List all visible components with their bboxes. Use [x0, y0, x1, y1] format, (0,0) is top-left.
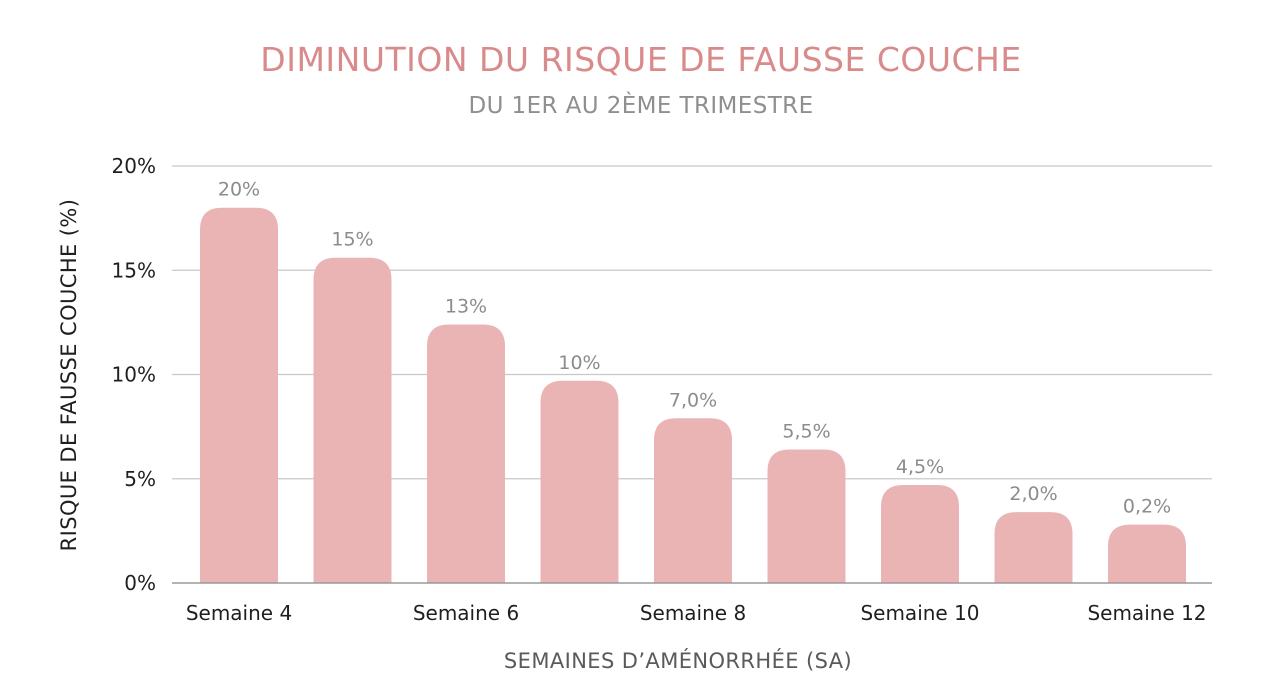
bar [654, 418, 732, 583]
bar [881, 485, 959, 583]
y-tick-label: 15% [112, 258, 156, 282]
bar-data-label: 13% [445, 295, 487, 317]
bar-data-label: 5,5% [782, 421, 830, 443]
bar [767, 449, 846, 583]
x-tick-label: Semaine 6 [413, 601, 519, 625]
y-axis-title: RISQUE DE FAUSSE COUCHE (%) [57, 199, 81, 552]
x-tick-label: Semaine 10 [860, 601, 979, 625]
bar-data-label: 10% [558, 352, 600, 374]
bars [200, 207, 1186, 583]
bar-data-label: 7,0% [669, 389, 717, 411]
x-tick-label: Semaine 12 [1087, 601, 1206, 625]
bar [540, 380, 619, 583]
chart-subtitle: DU 1ER AU 2ÈME TRIMESTRE [469, 91, 814, 119]
bar [313, 257, 392, 583]
chart-title: DIMINUTION DU RISQUE DE FAUSSE COUCHE [260, 40, 1021, 79]
bar [1108, 524, 1186, 583]
y-tick-label: 20% [112, 154, 156, 178]
data-labels: 20% 15% 13% 10% 7,0% 5,5% 4,5% 2,0% 0,2% [218, 179, 1171, 518]
y-tick-label: 0% [124, 571, 156, 595]
y-tick-label: 5% [124, 467, 156, 491]
bar [427, 324, 505, 583]
bar-data-label: 15% [331, 229, 373, 251]
bar [994, 512, 1073, 583]
x-axis-title: SEMAINES D’AMÉNORRHÉE (SA) [504, 648, 852, 673]
x-axis-ticks: Semaine 4 Semaine 6 Semaine 8 Semaine 10 Sem… [186, 601, 1207, 625]
x-tick-label: Semaine 4 [186, 601, 292, 625]
y-tick-label: 10% [112, 363, 156, 387]
y-axis-ticks: 0% 5% 10% 15% 20% [112, 154, 156, 595]
x-tick-label: Semaine 8 [640, 601, 746, 625]
bar-data-label: 20% [218, 179, 260, 201]
bar-data-label: 0,2% [1123, 496, 1171, 518]
bar [200, 207, 278, 583]
bar-data-label: 2,0% [1009, 483, 1057, 505]
bar-data-label: 4,5% [896, 456, 944, 478]
